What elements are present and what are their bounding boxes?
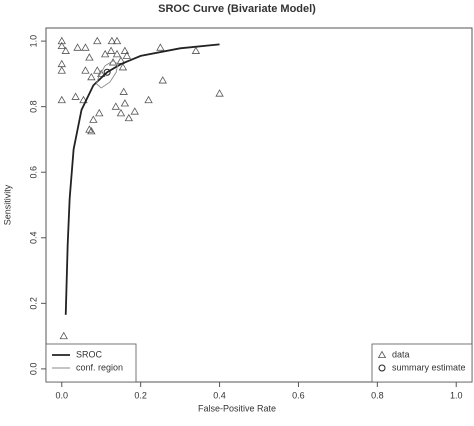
- legend-label: summary estimate: [392, 362, 466, 372]
- data-point: [118, 63, 128, 71]
- data-point: [116, 108, 126, 117]
- legend-box: [45, 343, 137, 383]
- y-tick-label: 0.6: [28, 166, 38, 179]
- data-point: [85, 125, 94, 133]
- chart-title: SROC Curve (Bivariate Model): [158, 3, 316, 15]
- data-point: [93, 36, 102, 45]
- data-point: [144, 95, 153, 104]
- conf-region: [95, 60, 119, 89]
- data-point: [81, 43, 90, 51]
- legend-label: data: [392, 349, 410, 359]
- data-point: [130, 107, 139, 115]
- data-point: [87, 126, 96, 135]
- data-point: [93, 66, 102, 74]
- data-point: [156, 43, 165, 51]
- x-tick-label: 1.0: [450, 390, 463, 400]
- data-point: [122, 51, 132, 59]
- data-point: [89, 115, 98, 123]
- data-point: [73, 43, 82, 51]
- data-point: [95, 108, 104, 117]
- data-point: [81, 66, 90, 74]
- x-tick-label: 0.4: [213, 390, 226, 400]
- data-point: [61, 46, 70, 54]
- data-point: [191, 46, 201, 54]
- legend-label: SROC: [76, 349, 103, 359]
- legend-label: conf. region: [76, 362, 123, 372]
- data-point: [71, 92, 80, 100]
- data-point: [57, 59, 66, 68]
- plot-frame: [45, 27, 473, 383]
- y-tick-label: 0.0: [28, 363, 38, 376]
- data-point: [107, 36, 117, 45]
- data-point: [158, 76, 167, 84]
- data-point: [59, 331, 68, 340]
- data-point: [124, 113, 134, 122]
- data-point: [57, 36, 66, 45]
- data-point: [120, 46, 130, 54]
- data-point: [97, 69, 106, 77]
- data-point: [100, 49, 110, 58]
- data-point: [112, 36, 122, 45]
- y-tick-label: 0.2: [28, 297, 38, 310]
- legend-box: [371, 343, 473, 383]
- legend-swatch: [377, 350, 387, 359]
- legend-swatch: [378, 364, 386, 372]
- x-axis-label: False-Positive Rate: [198, 403, 276, 413]
- data-point: [85, 53, 94, 61]
- data-point: [79, 95, 88, 104]
- x-tick-label: 0.2: [134, 390, 147, 400]
- data-point: [120, 99, 130, 107]
- y-tick-label: 0.4: [28, 232, 38, 245]
- x-tick-label: 0.0: [56, 390, 69, 400]
- y-axis-label: Sensitivity: [2, 184, 12, 225]
- data-point: [215, 89, 224, 97]
- data-point: [57, 66, 66, 74]
- data-point: [57, 41, 66, 50]
- sroc-curve: [64, 43, 220, 315]
- summary-point: [103, 68, 111, 76]
- data-point: [106, 46, 116, 54]
- data-point: [87, 72, 96, 81]
- x-tick-label: 0.8: [371, 390, 384, 400]
- data-point: [119, 87, 128, 95]
- data-point: [112, 49, 122, 58]
- y-tick-label: 1.0: [28, 35, 38, 48]
- y-tick-label: 0.8: [28, 100, 38, 113]
- data-point: [57, 95, 66, 104]
- data-point: [111, 102, 121, 110]
- x-tick-label: 0.6: [292, 390, 305, 400]
